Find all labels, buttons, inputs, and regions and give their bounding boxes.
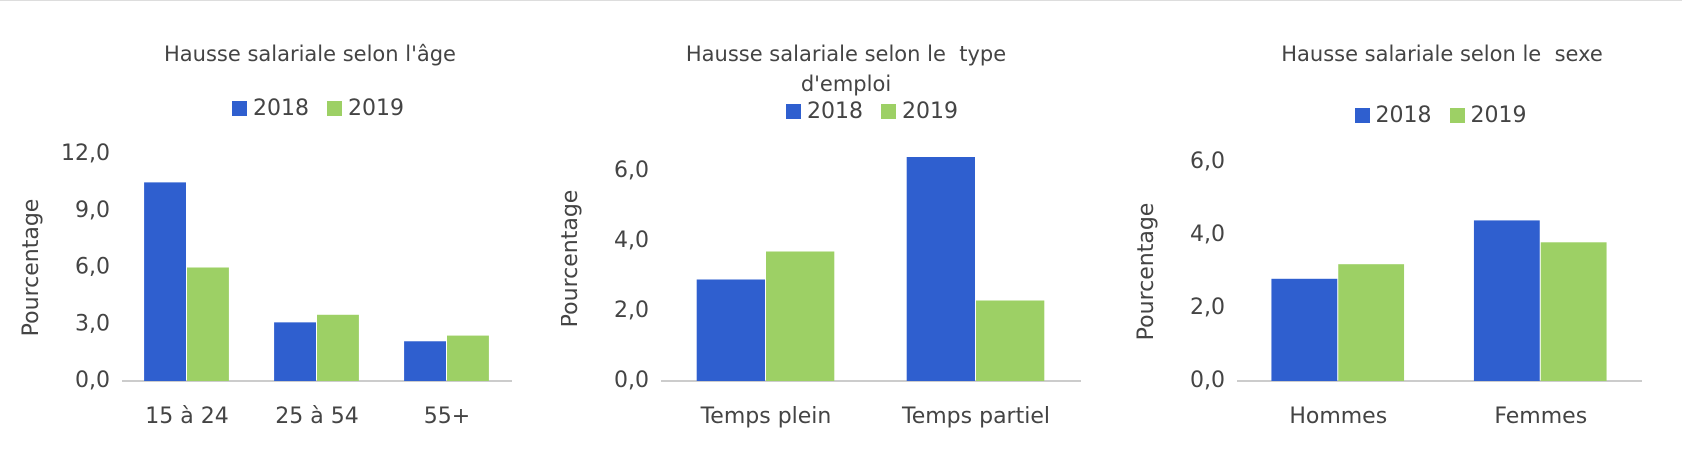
legend-item: 2019: [1449, 103, 1527, 128]
x-tick-label: 55+: [424, 404, 470, 429]
legend-item: 2018: [232, 96, 309, 121]
y-tick-label: 0,0: [75, 368, 110, 393]
bar: [1338, 264, 1405, 381]
legend-item: 2018: [1354, 103, 1432, 128]
plot: 0,0 2,0 4,0 6,0 Pourcentage Temps plein Temps …: [561, 157, 1081, 429]
legend-label: 2019: [1470, 103, 1527, 128]
legend: 2018 2019: [1354, 103, 1527, 128]
legend-label: 2019: [348, 96, 404, 121]
x-tick-label: 15 à 24: [145, 404, 228, 429]
legend-swatch: [232, 101, 247, 116]
bar: [1473, 220, 1540, 381]
legend-swatch: [786, 104, 801, 119]
legend-swatch: [1449, 108, 1465, 123]
y-tick-label: 4,0: [1190, 222, 1225, 247]
legend-label: 2019: [902, 99, 958, 124]
bar: [447, 335, 489, 381]
y-tick-label: 2,0: [1190, 295, 1225, 320]
bar: [766, 251, 835, 381]
chart-panel: Hausse salariale selon l'âge 2018 2019 0,0 3…: [0, 1, 561, 458]
chart-title: Hausse salariale selon le type d'emploi: [685, 42, 1013, 96]
legend-swatch: [1354, 108, 1370, 123]
bar: [274, 322, 316, 381]
y-axis-title: Pourcentage: [561, 190, 583, 328]
bar: [1271, 278, 1338, 381]
bar: [317, 314, 359, 381]
y-tick-label: 0,0: [614, 368, 649, 393]
chart-title: Hausse salariale selon le sexe: [1281, 42, 1603, 66]
bar: [187, 267, 229, 381]
legend-label: 2018: [807, 99, 863, 124]
y-tick-label: 6,0: [1190, 149, 1225, 174]
bar: [404, 341, 446, 381]
legend-label: 2018: [253, 96, 309, 121]
y-tick-label: 2,0: [614, 298, 649, 323]
x-tick-label: Temps partiel: [901, 404, 1050, 429]
legend-label: 2018: [1375, 103, 1432, 128]
legend-swatch: [327, 101, 342, 116]
plot: 0,0 2,0 4,0 6,0 Pourcentage Hommes Femmes: [1134, 149, 1642, 429]
legend-item: 2018: [786, 99, 863, 124]
y-tick-label: 12,0: [61, 141, 110, 166]
plot: 0,0 3,0 6,0 9,0 12,0 Pourcentage 15 à 24 25 à 5…: [19, 141, 512, 429]
y-tick-label: 0,0: [1190, 368, 1225, 393]
y-tick-label: 6,0: [614, 158, 649, 183]
x-tick-label: Temps plein: [700, 404, 832, 429]
x-tick-label: Hommes: [1289, 404, 1387, 429]
x-tick-label: Femmes: [1494, 404, 1587, 429]
legend-item: 2019: [881, 99, 958, 124]
bar: [144, 182, 186, 381]
legend-item: 2019: [327, 96, 404, 121]
legend: 2018 2019: [232, 96, 404, 121]
chart-title: Hausse salariale selon l'âge: [164, 42, 456, 66]
bar: [1540, 242, 1607, 381]
legend: 2018 2019: [786, 99, 958, 124]
y-axis-title: Pourcentage: [19, 199, 44, 337]
bar: [906, 157, 975, 381]
legend-swatch: [881, 104, 896, 119]
bar: [976, 300, 1045, 381]
y-tick-label: 3,0: [75, 311, 110, 336]
y-axis-title: Pourcentage: [1134, 203, 1159, 341]
x-tick-label: 25 à 54: [275, 404, 358, 429]
y-tick-label: 9,0: [75, 198, 110, 223]
chart-panel: Hausse salariale selon le sexe 2018 2019 0,…: [1122, 1, 1682, 458]
y-tick-label: 6,0: [75, 255, 110, 280]
chart-panel: Hausse salariale selon le type d'emploi 2…: [561, 1, 1122, 458]
bar: [696, 279, 765, 381]
y-tick-label: 4,0: [614, 228, 649, 253]
